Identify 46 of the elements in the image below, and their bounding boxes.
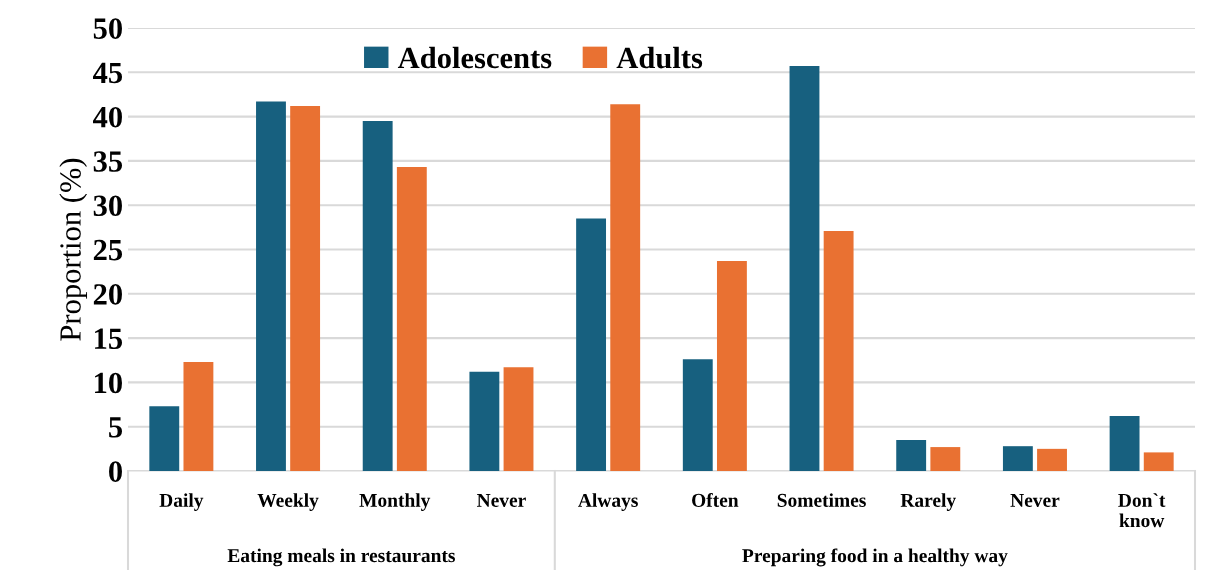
- legend-label: Adolescents: [397, 46, 552, 69]
- x-tick-label: Sometimes: [777, 493, 866, 507]
- y-tick-label: 45: [93, 62, 123, 84]
- y-tick-label: 10: [95, 372, 122, 394]
- x-tick-label: Often: [692, 493, 739, 507]
- bar: [1037, 448, 1067, 471]
- legend-label: Adults: [616, 46, 703, 69]
- text: Eating meals in restaurants: [227, 548, 455, 567]
- x-tick-label: Never: [476, 493, 526, 507]
- bar: [930, 447, 961, 471]
- x-tick-label: Always: [578, 493, 638, 511]
- bar: [896, 439, 927, 471]
- bar: [1109, 416, 1140, 471]
- bar: [610, 104, 641, 471]
- x-tick-label: Weekly: [257, 493, 319, 511]
- bar: [576, 218, 607, 471]
- x-tick-label: Never: [1010, 493, 1060, 507]
- bar: [183, 362, 214, 471]
- y-tick-label: 50: [93, 18, 122, 39]
- y-tick-label: 30: [93, 195, 122, 217]
- bar: [256, 101, 286, 471]
- y-tick-label: 15: [95, 328, 123, 349]
- x-tick-label: Monthly: [359, 493, 431, 511]
- bar: [682, 359, 713, 471]
- bar: [789, 66, 820, 471]
- y-tick-label: 20: [93, 284, 122, 305]
- bar: [716, 261, 747, 471]
- y-tick-label: 5: [109, 417, 123, 438]
- x-tick-label: Rarely: [900, 493, 956, 511]
- bar: [823, 230, 854, 471]
- y-tick-label: 40: [93, 106, 122, 128]
- bar: [290, 105, 321, 471]
- bar: [503, 367, 534, 471]
- y-tick-label: 35: [93, 151, 123, 172]
- bar: [469, 371, 500, 471]
- x-tick-label: Daily: [159, 493, 204, 511]
- bar: [1002, 446, 1033, 471]
- y-tick-label: 0: [109, 461, 122, 482]
- bar: [149, 406, 180, 471]
- bar: [1143, 452, 1174, 471]
- bar: [396, 167, 427, 471]
- y-tick-label: 25: [93, 239, 123, 261]
- x-tick-label: Don`t know: [1118, 493, 1166, 528]
- y-axis-title: Proportion (%): [59, 158, 88, 341]
- text: Preparing food in a healthy way: [742, 548, 1008, 567]
- bar: [362, 121, 393, 471]
